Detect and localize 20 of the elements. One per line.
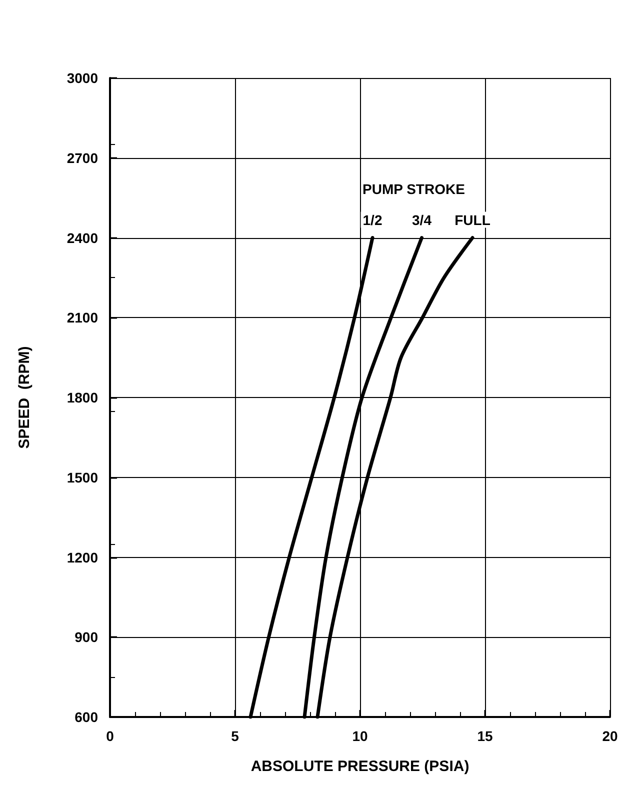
series-label: 1/2 [362, 212, 382, 228]
x-tick-label: 5 [231, 728, 240, 744]
x-tick-label: 15 [477, 728, 493, 744]
series-label: FULL [454, 212, 491, 228]
y-tick-label: 900 [74, 629, 98, 646]
y-tick-label: 1200 [66, 549, 98, 566]
x-tick-label: 0 [106, 728, 114, 744]
y-tick-label: 600 [74, 709, 98, 725]
y-tick-label: 2100 [66, 310, 98, 326]
x-tick-label: 20 [602, 728, 618, 744]
x-tick-label: 10 [352, 728, 368, 744]
y-tick-label: 1500 [66, 469, 98, 486]
y-axis-title: SPEED (RPM) [16, 346, 33, 449]
y-tick-label: 2700 [66, 150, 98, 166]
x-axis-title: ABSOLUTE PRESSURE (PSIA) [250, 758, 470, 775]
legend-title: PUMP STROKE [362, 180, 465, 197]
y-tick-label: 1800 [66, 390, 98, 406]
y-tick-label: 3000 [66, 70, 98, 86]
series-label: 3/4 [412, 212, 432, 228]
y-tick-label: 2400 [66, 230, 98, 246]
